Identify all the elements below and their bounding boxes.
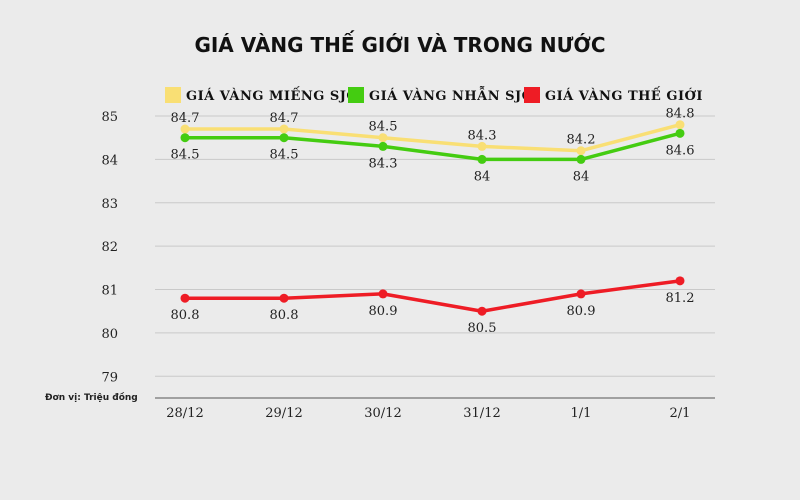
series-line-sjc-bar	[185, 122, 681, 153]
data-point	[477, 154, 487, 164]
data-point	[378, 289, 388, 299]
y-tick-label: 82	[101, 240, 118, 255]
data-point	[180, 293, 190, 303]
y-axis-ticks: 85 84 83 82 81 80 79	[101, 110, 118, 385]
y-tick-label: 85	[101, 110, 118, 125]
data-point	[675, 128, 685, 138]
data-point	[576, 289, 586, 299]
data-point	[576, 146, 586, 156]
data-label: 81.2	[666, 291, 695, 306]
series-line-sjc-ring	[185, 131, 681, 162]
data-label: 84.3	[468, 128, 497, 143]
data-point	[180, 124, 190, 134]
data-label: 80.5	[468, 321, 497, 336]
x-axis-ticks: 28/12 29/12 30/12 31/12 1/1 2/1	[166, 406, 690, 421]
data-label: 80.8	[171, 308, 200, 323]
data-point	[180, 133, 190, 143]
unit-note: Đơn vị: Triệu đồng	[45, 392, 138, 403]
x-tick-label: 30/12	[364, 406, 401, 421]
y-tick-label: 84	[101, 153, 118, 168]
data-point	[279, 133, 289, 143]
chart-title: GIÁ VÀNG THẾ GIỚI VÀ TRONG NƯỚC	[194, 31, 605, 57]
gridlines	[155, 115, 715, 377]
series-layer	[180, 120, 685, 316]
data-label: 84.7	[171, 111, 200, 126]
data-label: 84.5	[171, 148, 200, 163]
x-tick-label: 1/1	[571, 406, 592, 421]
data-label: 84	[474, 169, 491, 184]
x-tick-label: 29/12	[265, 406, 302, 421]
data-label: 84	[573, 169, 590, 184]
data-label: 84.5	[270, 148, 299, 163]
data-label: 84.6	[666, 143, 695, 158]
legend-label-world: GIÁ VÀNG THẾ GIỚI	[545, 86, 703, 104]
data-label: 80.9	[567, 304, 596, 319]
legend-swatch-sjc-bar	[165, 87, 181, 103]
data-label: 84.7	[270, 111, 299, 126]
legend-label-sjc-ring: GIÁ VÀNG NHẪN SJC	[369, 86, 533, 104]
x-tick-label: 2/1	[670, 406, 691, 421]
y-tick-label: 80	[101, 327, 118, 342]
y-tick-label: 79	[101, 370, 118, 385]
y-tick-label: 81	[101, 284, 118, 299]
data-point	[675, 120, 685, 130]
x-tick-label: 31/12	[463, 406, 500, 421]
data-label: 80.8	[270, 308, 299, 323]
data-label: 80.9	[369, 304, 398, 319]
series-line-world	[185, 279, 681, 313]
legend-label-sjc-bar: GIÁ VÀNG MIẾNG SJC	[186, 86, 357, 104]
data-label: 84.5	[369, 120, 398, 135]
data-point	[477, 306, 487, 316]
data-label: 84.2	[567, 133, 596, 148]
data-label: 84.8	[666, 107, 695, 122]
data-point	[378, 141, 388, 151]
data-labels: 84.7 84.7 84.5 84.3 84.2 84.8 84.5 84.5 84.3 84 84…	[171, 107, 695, 337]
data-point	[477, 141, 487, 151]
legend: GIÁ VÀNG MIẾNG SJC GIÁ VÀNG NHẪN SJC GIÁ…	[165, 86, 703, 104]
legend-swatch-world	[524, 87, 540, 103]
y-tick-label: 83	[101, 197, 118, 212]
data-point	[279, 124, 289, 134]
data-label: 84.3	[369, 156, 398, 171]
data-point	[378, 133, 388, 143]
data-point	[279, 293, 289, 303]
x-tick-label: 28/12	[166, 406, 203, 421]
data-point	[576, 154, 586, 164]
legend-swatch-sjc-ring	[348, 87, 364, 103]
data-point	[675, 276, 685, 286]
